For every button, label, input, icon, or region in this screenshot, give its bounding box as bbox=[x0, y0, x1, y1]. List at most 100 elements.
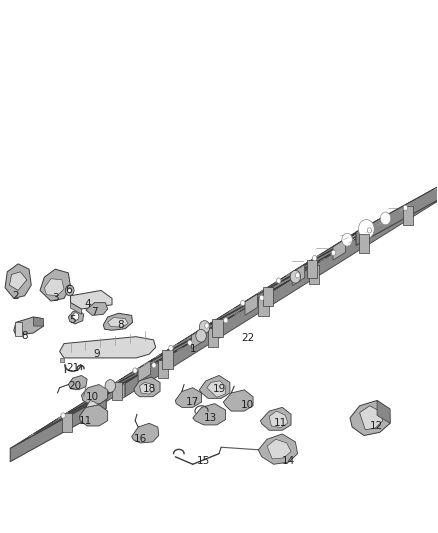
Circle shape bbox=[97, 390, 101, 395]
Circle shape bbox=[290, 270, 300, 283]
Polygon shape bbox=[71, 290, 112, 309]
Circle shape bbox=[223, 318, 228, 323]
Polygon shape bbox=[86, 400, 99, 407]
Polygon shape bbox=[132, 423, 159, 443]
Polygon shape bbox=[223, 390, 253, 411]
Polygon shape bbox=[245, 294, 258, 315]
Polygon shape bbox=[356, 179, 438, 245]
Polygon shape bbox=[333, 192, 431, 247]
Text: 15: 15 bbox=[197, 456, 210, 465]
Polygon shape bbox=[307, 260, 317, 278]
Circle shape bbox=[296, 273, 300, 278]
Polygon shape bbox=[350, 400, 390, 435]
Polygon shape bbox=[103, 313, 133, 330]
Polygon shape bbox=[140, 382, 155, 394]
Polygon shape bbox=[359, 234, 369, 253]
Polygon shape bbox=[263, 287, 273, 306]
Polygon shape bbox=[10, 383, 125, 448]
Circle shape bbox=[169, 345, 173, 351]
Circle shape bbox=[205, 323, 209, 328]
Polygon shape bbox=[258, 434, 297, 464]
Text: 8: 8 bbox=[117, 320, 124, 330]
Circle shape bbox=[240, 301, 245, 306]
Text: 8: 8 bbox=[21, 330, 28, 341]
Circle shape bbox=[276, 278, 281, 283]
Text: 3: 3 bbox=[52, 293, 59, 303]
Text: 11: 11 bbox=[273, 418, 287, 429]
Text: 10: 10 bbox=[241, 400, 254, 410]
Text: 20: 20 bbox=[68, 381, 81, 391]
Text: 19: 19 bbox=[212, 384, 226, 394]
Polygon shape bbox=[81, 384, 108, 405]
Text: 10: 10 bbox=[86, 392, 99, 402]
Text: 14: 14 bbox=[282, 456, 296, 465]
Polygon shape bbox=[33, 317, 43, 326]
Polygon shape bbox=[343, 179, 438, 240]
Polygon shape bbox=[292, 264, 305, 286]
Polygon shape bbox=[86, 303, 108, 316]
Polygon shape bbox=[14, 317, 43, 336]
Polygon shape bbox=[267, 439, 291, 459]
Polygon shape bbox=[112, 382, 122, 400]
Polygon shape bbox=[29, 240, 343, 450]
Circle shape bbox=[105, 379, 116, 392]
Circle shape bbox=[199, 320, 210, 333]
Text: 1: 1 bbox=[190, 344, 196, 354]
Polygon shape bbox=[162, 350, 173, 369]
Text: 11: 11 bbox=[79, 416, 92, 426]
Circle shape bbox=[73, 313, 79, 320]
Circle shape bbox=[196, 329, 206, 342]
Text: 5: 5 bbox=[69, 314, 76, 325]
Polygon shape bbox=[44, 279, 64, 296]
Circle shape bbox=[65, 285, 74, 296]
Polygon shape bbox=[138, 313, 236, 369]
Polygon shape bbox=[10, 395, 106, 462]
Text: 13: 13 bbox=[204, 413, 217, 423]
Polygon shape bbox=[158, 360, 168, 378]
Polygon shape bbox=[91, 390, 103, 411]
Polygon shape bbox=[191, 280, 290, 335]
Polygon shape bbox=[138, 361, 151, 382]
Polygon shape bbox=[60, 337, 155, 358]
Text: 21: 21 bbox=[66, 362, 79, 373]
Circle shape bbox=[312, 255, 317, 261]
Polygon shape bbox=[258, 297, 268, 316]
Circle shape bbox=[342, 233, 352, 246]
Circle shape bbox=[133, 368, 137, 373]
Text: 4: 4 bbox=[85, 298, 92, 309]
Circle shape bbox=[67, 288, 72, 293]
Text: 16: 16 bbox=[134, 434, 147, 445]
Polygon shape bbox=[120, 383, 125, 400]
Polygon shape bbox=[60, 358, 64, 362]
Polygon shape bbox=[125, 187, 438, 397]
Polygon shape bbox=[50, 369, 148, 424]
Circle shape bbox=[187, 340, 192, 345]
Polygon shape bbox=[71, 303, 81, 314]
Polygon shape bbox=[120, 187, 438, 386]
Text: 12: 12 bbox=[370, 421, 383, 431]
Polygon shape bbox=[62, 413, 72, 432]
Polygon shape bbox=[79, 405, 108, 426]
Polygon shape bbox=[434, 187, 438, 203]
Polygon shape bbox=[91, 343, 189, 398]
Polygon shape bbox=[68, 310, 84, 324]
Polygon shape bbox=[207, 381, 226, 397]
Polygon shape bbox=[261, 407, 291, 430]
Polygon shape bbox=[208, 328, 219, 347]
Polygon shape bbox=[191, 327, 204, 349]
Text: 9: 9 bbox=[93, 349, 100, 359]
Polygon shape bbox=[29, 434, 34, 450]
Polygon shape bbox=[68, 375, 87, 390]
Polygon shape bbox=[360, 406, 383, 430]
Polygon shape bbox=[292, 217, 390, 272]
Polygon shape bbox=[199, 375, 230, 398]
Circle shape bbox=[332, 250, 336, 255]
Text: 17: 17 bbox=[186, 397, 199, 407]
Text: 18: 18 bbox=[142, 384, 156, 394]
Circle shape bbox=[260, 295, 264, 301]
Polygon shape bbox=[403, 206, 413, 225]
Polygon shape bbox=[308, 265, 319, 284]
Polygon shape bbox=[377, 400, 390, 423]
Polygon shape bbox=[315, 201, 414, 259]
Polygon shape bbox=[108, 318, 128, 327]
